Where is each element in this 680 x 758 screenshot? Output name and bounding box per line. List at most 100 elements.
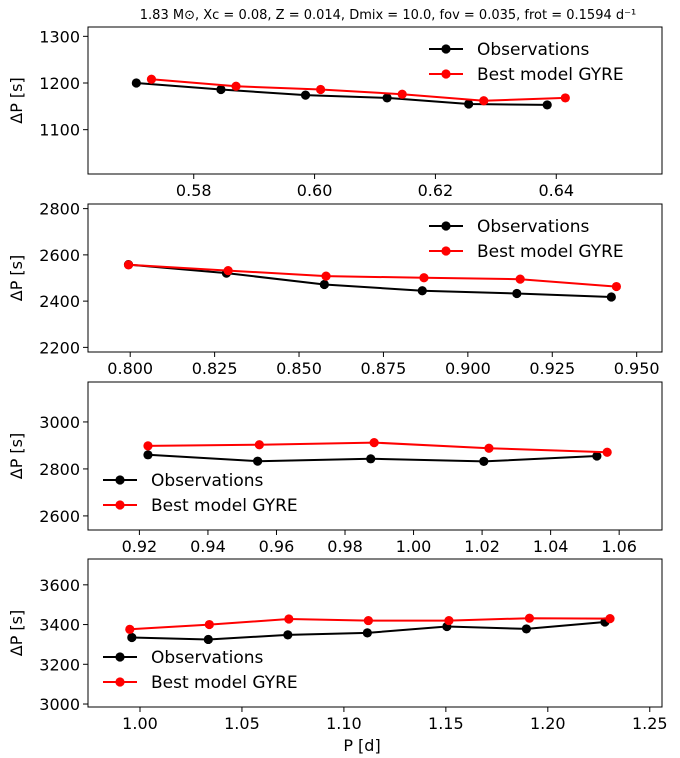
- series-observations: [127, 617, 610, 645]
- data-point: [143, 441, 153, 451]
- y-axis-label: ΔP [s]: [7, 77, 26, 124]
- y-tick-label: 1200: [39, 74, 80, 93]
- series-line: [128, 263, 612, 298]
- data-point: [366, 454, 376, 464]
- data-point: [417, 286, 427, 296]
- y-tick-label: 3200: [39, 655, 80, 674]
- legend-marker: [115, 500, 125, 510]
- data-point: [283, 630, 293, 640]
- x-tick-label: 1.00: [396, 537, 432, 556]
- legend-label: Best model GYRE: [477, 65, 624, 85]
- data-point: [479, 96, 489, 106]
- series-model: [123, 260, 622, 292]
- legend-marker: [115, 677, 125, 687]
- y-tick-label: 3400: [39, 616, 80, 635]
- legend: Observations Best model GYRE: [429, 40, 624, 85]
- x-tick-label: 0.825: [192, 359, 238, 378]
- panels: 0.58 0.60 0.62 0.64 1100 1200 1300 ΔP [s] Observ…: [7, 26, 668, 733]
- legend-label: Best model GYRE: [151, 673, 298, 693]
- x-tick-label: 1.00: [122, 714, 158, 733]
- data-point: [319, 279, 329, 290]
- x-tick-label: 1.10: [326, 714, 362, 733]
- data-point: [369, 438, 379, 448]
- panel-4: 1.00 1.05 1.10 1.15 1.20 1.25 3000 3200 3400 3600…: [7, 558, 668, 733]
- legend: Observations Best model GYRE: [429, 217, 624, 262]
- x-tick-label: 0.94: [190, 537, 226, 556]
- axes-frame: [87, 26, 663, 175]
- legend-marker: [441, 69, 451, 79]
- series-model: [125, 613, 615, 634]
- data-point: [284, 614, 294, 624]
- legend: Observations Best model GYRE: [103, 471, 298, 516]
- x-tick-label: 0.64: [538, 181, 574, 200]
- x-tick-label: 1.20: [530, 714, 566, 733]
- data-point: [131, 78, 141, 88]
- y-tick-label: 2600: [39, 246, 80, 265]
- legend-marker: [441, 221, 451, 231]
- legend-label: Best model GYRE: [151, 496, 298, 516]
- data-point: [127, 632, 137, 643]
- x-tick-label: 0.98: [327, 537, 363, 556]
- x-tick-label: 0.96: [259, 537, 295, 556]
- legend-marker: [115, 475, 125, 485]
- data-point: [204, 619, 214, 630]
- data-point: [146, 74, 157, 84]
- data-point: [382, 93, 392, 103]
- data-point: [542, 100, 552, 110]
- x-tick-label: 1.25: [632, 714, 668, 733]
- x-tick-label: 0.60: [297, 181, 333, 200]
- y-tick-label: 1300: [39, 27, 80, 46]
- data-point: [216, 84, 226, 95]
- y-tick-label: 3000: [39, 695, 80, 714]
- legend-marker: [441, 246, 451, 256]
- data-point: [300, 90, 311, 100]
- data-point: [560, 93, 570, 103]
- x-tick-label: 0.875: [361, 359, 407, 378]
- legend-label: Observations: [151, 648, 264, 668]
- data-point: [521, 624, 532, 634]
- y-tick-label: 2800: [39, 460, 80, 479]
- data-point: [419, 273, 429, 283]
- x-tick-label: 1.04: [533, 537, 569, 556]
- data-point: [444, 615, 454, 626]
- data-point: [592, 451, 602, 461]
- data-point: [484, 443, 494, 453]
- data-point: [363, 615, 373, 626]
- data-point: [512, 288, 522, 299]
- data-point: [524, 613, 535, 623]
- data-point: [123, 260, 134, 270]
- data-point: [321, 271, 331, 281]
- y-axis-label: ΔP [s]: [7, 433, 26, 480]
- series-line: [128, 263, 617, 288]
- legend-label: Observations: [151, 471, 264, 491]
- y-axis-label: ΔP [s]: [7, 610, 26, 657]
- x-tick-label: 0.925: [529, 359, 575, 378]
- y-tick-label: 3000: [39, 413, 80, 432]
- x-tick-label: 0.800: [107, 359, 153, 378]
- data-point: [479, 456, 489, 467]
- panel-1: 0.58 0.60 0.62 0.64 1100 1200 1300 ΔP [s] Observ…: [7, 26, 663, 200]
- data-point: [316, 84, 326, 95]
- data-point: [231, 81, 241, 91]
- panel-3: 0.92 0.94 0.96 0.98 1.00 1.02 1.04 1.06 2600 2800…: [7, 381, 663, 556]
- x-tick-label: 1.02: [464, 537, 500, 556]
- data-point: [125, 624, 135, 634]
- axes-frame: [87, 381, 663, 531]
- data-point: [611, 281, 622, 292]
- series-line: [151, 78, 566, 102]
- data-point: [397, 89, 407, 99]
- x-tick-label: 1.06: [601, 537, 637, 556]
- x-tick-label: 1.05: [224, 714, 260, 733]
- data-point: [362, 628, 372, 638]
- data-point: [253, 456, 263, 466]
- x-tick-label: 0.950: [614, 359, 660, 378]
- x-tick-label: 0.62: [418, 181, 454, 200]
- y-tick-label: 3600: [39, 576, 80, 595]
- x-tick-label: 0.850: [276, 359, 322, 378]
- y-tick-label: 2800: [39, 200, 80, 219]
- x-tick-label: 0.900: [445, 359, 491, 378]
- series-model: [146, 74, 570, 106]
- axes-frame: [87, 203, 663, 353]
- x-tick-label: 1.15: [428, 714, 464, 733]
